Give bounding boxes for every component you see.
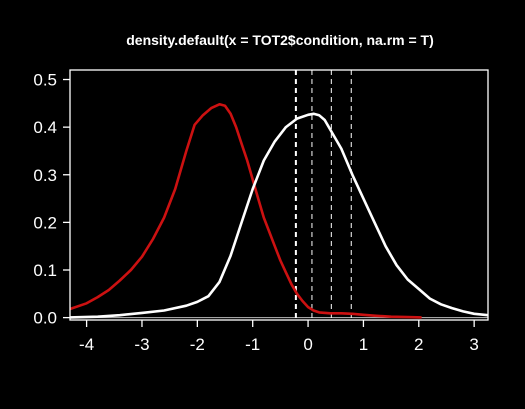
x-tick-label: -2 (190, 335, 205, 354)
x-tick-label: 0 (303, 335, 312, 354)
density-curves (69, 103, 489, 319)
x-tick-label: 1 (359, 335, 368, 354)
x-tick-label: -1 (245, 335, 260, 354)
y-tick-label: 0.0 (33, 309, 57, 328)
y-tick-label: 0.2 (33, 213, 57, 232)
reference-lines (294, 70, 352, 320)
plot-frame (69, 69, 489, 321)
x-tick-label: 3 (469, 335, 478, 354)
x-tick-label: 2 (414, 335, 423, 354)
y-tick-label: 0.3 (33, 166, 57, 185)
x-tick-label: -3 (134, 335, 149, 354)
density-curve-2 (69, 112, 489, 319)
y-axis: 0.0 0.1 0.2 0.3 0.4 0.5 (33, 71, 70, 328)
x-tick-label: -4 (79, 335, 94, 354)
y-tick-label: 0.4 (33, 118, 57, 137)
x-axis: -4 -3 -2 -1 0 1 2 3 (79, 320, 479, 354)
density-curve-1 (69, 103, 422, 319)
y-tick-label: 0.5 (33, 71, 57, 90)
chart-title: density.default(x = TOT2$condition, na.r… (126, 32, 434, 48)
y-tick-label: 0.1 (33, 261, 57, 280)
